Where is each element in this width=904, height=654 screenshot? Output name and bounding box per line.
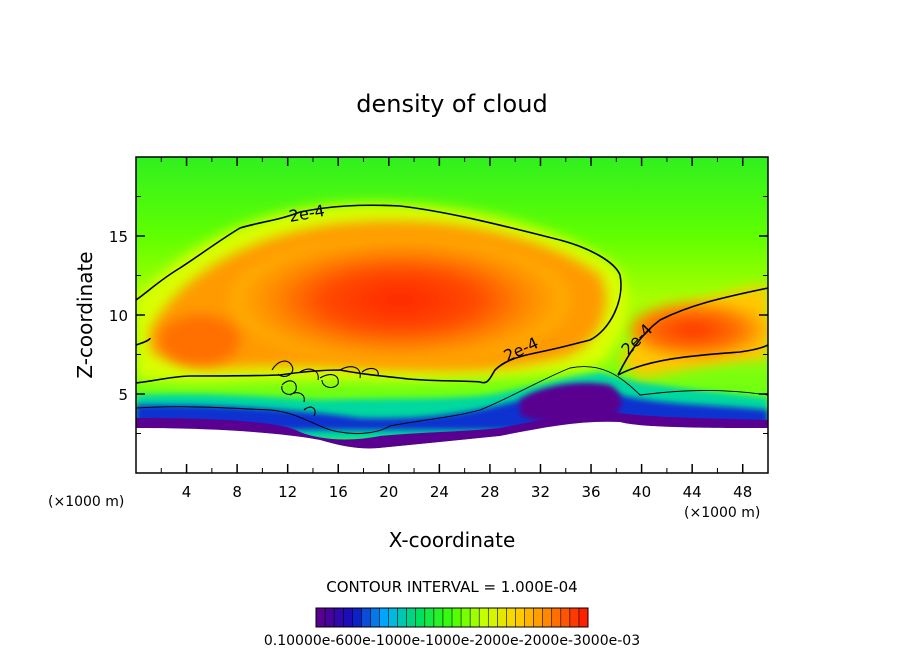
x-tick-label: 32 — [531, 483, 550, 501]
colorbar-swatch — [497, 608, 507, 627]
x-tick-label: 36 — [581, 483, 600, 501]
empty-region — [136, 421, 768, 473]
colorbar-swatch — [415, 608, 426, 627]
x-tick-label: 12 — [278, 483, 297, 501]
purple-base — [136, 410, 768, 449]
colorbar — [315, 608, 589, 627]
colorbar-swatch — [334, 608, 344, 627]
y-tick-label: 10 — [109, 307, 128, 325]
colorbar-swatch — [569, 608, 580, 627]
x-tick-label: 4 — [182, 483, 192, 501]
colorbar-swatch — [343, 608, 353, 627]
y-tick-label: 5 — [118, 386, 128, 404]
colorbar-swatch — [442, 608, 453, 627]
contour-interval-note: CONTOUR INTERVAL = 1.000E-04 — [326, 578, 577, 596]
contour-noise — [271, 360, 379, 417]
red-core-left — [160, 315, 240, 365]
x-tick-label: 20 — [379, 483, 398, 501]
right-core — [630, 302, 768, 358]
purple-bulge — [520, 383, 622, 423]
colorbar-swatch — [370, 608, 380, 627]
colorbar-swatch — [524, 608, 535, 627]
colorbar-swatch — [361, 608, 371, 627]
colorbar-swatch — [470, 608, 480, 627]
colorbar-swatch — [488, 608, 498, 627]
x-axis-ticks: 4 8 12 16 20 24 28 32 36 40 44 48 — [160, 157, 752, 501]
colorbar-swatch — [379, 608, 390, 627]
colorbar-swatch — [560, 608, 571, 627]
plot-area: 2e-4 2e-4 2e-4 — [136, 157, 768, 473]
x-tick-label: 16 — [329, 483, 348, 501]
colorbar-swatch — [578, 608, 589, 627]
contour-right — [617, 287, 768, 376]
colorbar-swatch — [551, 608, 562, 627]
x-axis-unit: (×1000 m) — [684, 505, 760, 521]
colorbar-swatch — [325, 608, 335, 627]
chart-title: density of cloud — [356, 90, 547, 118]
contour-main — [136, 204, 622, 384]
contour-base — [136, 366, 768, 435]
colorbar-swatch — [388, 608, 399, 627]
red-core — [230, 235, 570, 365]
colorbar-swatch — [542, 608, 553, 627]
colorbar-swatch — [479, 608, 489, 627]
colorbar-swatch — [515, 608, 526, 627]
y-axis-label: Z-coordinate — [73, 251, 97, 378]
x-tick-label: 44 — [683, 483, 702, 501]
colorbar-swatch — [433, 608, 444, 627]
colorbar-swatch — [452, 608, 462, 627]
colorbar-swatch — [461, 608, 471, 627]
y-axis-ticks: 5 10 15 — [109, 196, 768, 434]
contour-left-lobe — [136, 337, 151, 346]
colorbar-swatch — [506, 608, 516, 627]
colorbar-swatch — [424, 608, 435, 627]
colorbar-swatch — [352, 608, 362, 627]
colorbar-swatch — [406, 608, 417, 627]
y-tick-label: 15 — [109, 228, 128, 246]
colorbar-swatch — [533, 608, 544, 627]
colorbar-frame — [315, 607, 589, 628]
x-axis-label: X-coordinate — [389, 528, 516, 552]
colorbar-swatch — [397, 608, 408, 627]
colorbar-swatch — [316, 608, 326, 627]
colorbar-labels: 0.10000e-600e-1000e-1000e-2000e-2000e-30… — [264, 633, 640, 649]
x-tick-label: 48 — [733, 483, 752, 501]
x-tick-label: 24 — [430, 483, 449, 501]
x-tick-label: 8 — [232, 483, 242, 501]
contour-right-lower — [617, 344, 768, 376]
x-tick-label: 28 — [480, 483, 499, 501]
y-axis-unit: (×1000 m) — [48, 494, 124, 510]
x-tick-label: 40 — [632, 483, 651, 501]
